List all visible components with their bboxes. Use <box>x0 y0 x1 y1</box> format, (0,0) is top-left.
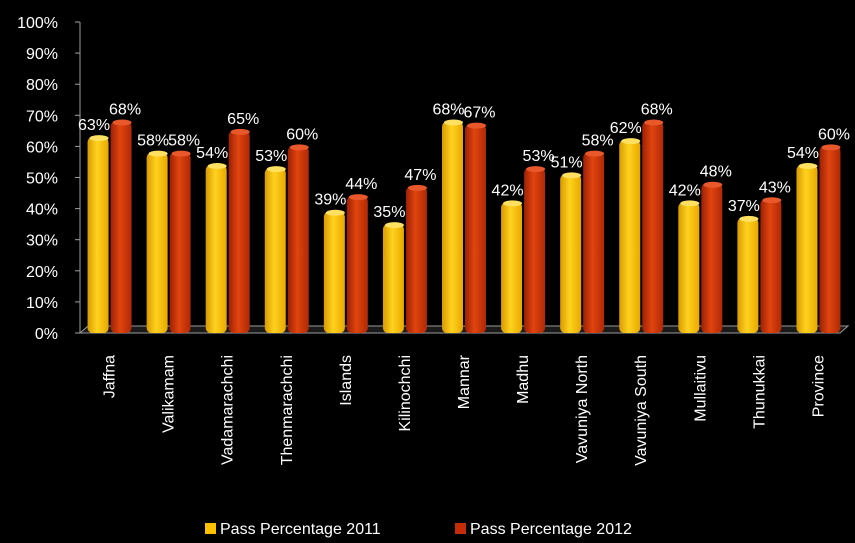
bar-2011 <box>796 163 818 333</box>
data-label: 67% <box>463 105 495 122</box>
category-label: Madhu <box>515 355 532 404</box>
data-label: 63% <box>78 117 110 134</box>
category-label: Thunukkai <box>751 355 768 429</box>
category-label: Province <box>810 355 827 417</box>
data-label: 58% <box>168 133 200 150</box>
y-tick-label: 40% <box>26 202 58 219</box>
y-tick-label: 100% <box>17 15 58 32</box>
bar-2012 <box>465 122 486 333</box>
data-label: 43% <box>759 179 791 196</box>
y-tick-label: 70% <box>26 108 58 125</box>
data-label: 53% <box>255 148 287 165</box>
data-label: 60% <box>286 126 318 143</box>
bar-2011 <box>442 119 463 334</box>
data-label: 37% <box>728 198 760 215</box>
data-label: 68% <box>109 102 141 119</box>
data-label: 54% <box>196 145 228 162</box>
legend-item: Pass Percentage 2012 <box>455 521 632 538</box>
bar-2011 <box>264 166 286 333</box>
bar-2012 <box>583 150 605 333</box>
bar-2012 <box>760 197 782 333</box>
data-label: 42% <box>669 182 701 199</box>
data-label: 48% <box>700 164 732 181</box>
y-tick-label: 60% <box>26 139 58 156</box>
y-tick-label: 10% <box>26 295 58 312</box>
data-label: 62% <box>610 120 642 137</box>
data-label: 47% <box>404 167 436 184</box>
bar-2011 <box>146 150 168 333</box>
legend-item: Pass Percentage 2011 <box>205 521 381 538</box>
data-label: 58% <box>137 133 169 150</box>
bar-2012 <box>642 119 664 334</box>
category-label: Vavuniya North <box>574 355 591 463</box>
category-label: Mullaitivu <box>692 355 709 422</box>
data-label: 42% <box>492 182 524 199</box>
bar-2012 <box>287 144 309 333</box>
bar-2012 <box>819 144 841 333</box>
legend-label: Pass Percentage 2012 <box>470 521 632 538</box>
bar-2011 <box>501 200 523 333</box>
data-label: 68% <box>641 102 673 119</box>
y-tick-label: 0% <box>35 326 58 343</box>
category-label: Vadamarachchi <box>220 355 237 465</box>
bar-2011 <box>382 222 404 333</box>
legend-label: Pass Percentage 2011 <box>220 521 381 538</box>
category-label: Islands <box>338 355 355 406</box>
category-label: Valikamam <box>161 355 178 433</box>
data-label: 51% <box>551 154 583 171</box>
data-label: 65% <box>227 111 259 128</box>
y-tick-label: 50% <box>26 171 58 188</box>
data-label: 39% <box>314 192 346 209</box>
bar-2011 <box>87 135 109 333</box>
legend-swatch <box>205 523 216 534</box>
bar-2011 <box>678 200 700 333</box>
bar-2012 <box>110 119 132 334</box>
bar-2012 <box>405 184 427 333</box>
category-label: Mannar <box>456 354 473 409</box>
data-label: 54% <box>787 145 819 162</box>
data-label: 44% <box>345 176 377 193</box>
y-tick-label: 90% <box>26 46 58 63</box>
bar-2011 <box>619 138 641 333</box>
legend-swatch <box>455 523 466 534</box>
bar-2011 <box>323 209 345 333</box>
bar-2012 <box>701 181 723 333</box>
bar-2012 <box>169 150 191 333</box>
data-label: 68% <box>432 102 464 119</box>
data-label: 58% <box>582 133 614 150</box>
category-label: Kilinochchi <box>397 355 414 431</box>
y-tick-label: 80% <box>26 77 58 94</box>
bar-2012 <box>346 194 368 333</box>
bar-2012 <box>228 128 250 333</box>
y-tick-label: 20% <box>26 264 58 281</box>
category-label: Jaffna <box>102 355 119 398</box>
bar-2011 <box>560 172 582 333</box>
bar-2011 <box>205 163 227 333</box>
category-label: Vavuniya South <box>633 355 650 466</box>
data-label: 60% <box>818 126 850 143</box>
chart-floor <box>78 325 850 334</box>
y-tick-label: 30% <box>26 233 58 250</box>
data-label: 35% <box>373 204 405 221</box>
bar-2012 <box>524 166 546 333</box>
data-label: 53% <box>523 148 555 165</box>
bar-2011 <box>737 215 759 333</box>
category-label: Thenmarachchi <box>279 355 296 465</box>
